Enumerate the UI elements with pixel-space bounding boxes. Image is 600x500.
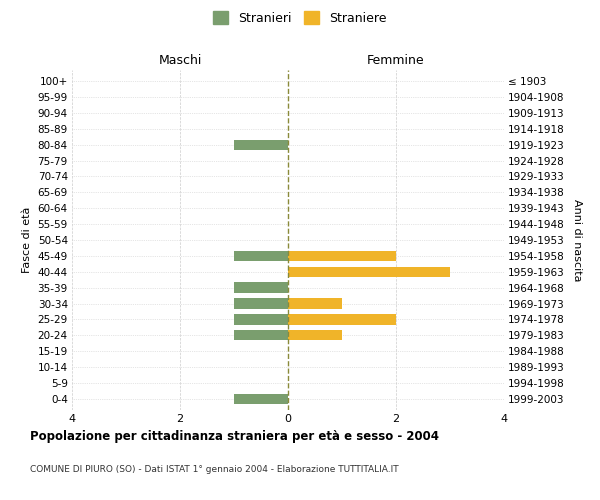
Bar bbox=[234, 314, 288, 324]
Bar bbox=[234, 140, 288, 150]
Bar bbox=[288, 314, 396, 324]
Bar bbox=[288, 250, 396, 261]
Bar bbox=[234, 394, 288, 404]
Bar bbox=[234, 330, 288, 340]
Text: Popolazione per cittadinanza straniera per età e sesso - 2004: Popolazione per cittadinanza straniera p… bbox=[30, 430, 439, 443]
Bar bbox=[288, 330, 342, 340]
Y-axis label: Anni di nascita: Anni di nascita bbox=[572, 198, 581, 281]
Text: COMUNE DI PIURO (SO) - Dati ISTAT 1° gennaio 2004 - Elaborazione TUTTITALIA.IT: COMUNE DI PIURO (SO) - Dati ISTAT 1° gen… bbox=[30, 465, 398, 474]
Y-axis label: Fasce di età: Fasce di età bbox=[22, 207, 32, 273]
Bar bbox=[288, 298, 342, 308]
Legend: Stranieri, Straniere: Stranieri, Straniere bbox=[213, 11, 387, 25]
Bar bbox=[288, 266, 450, 277]
Bar bbox=[234, 282, 288, 293]
Bar bbox=[234, 298, 288, 308]
Bar bbox=[234, 250, 288, 261]
